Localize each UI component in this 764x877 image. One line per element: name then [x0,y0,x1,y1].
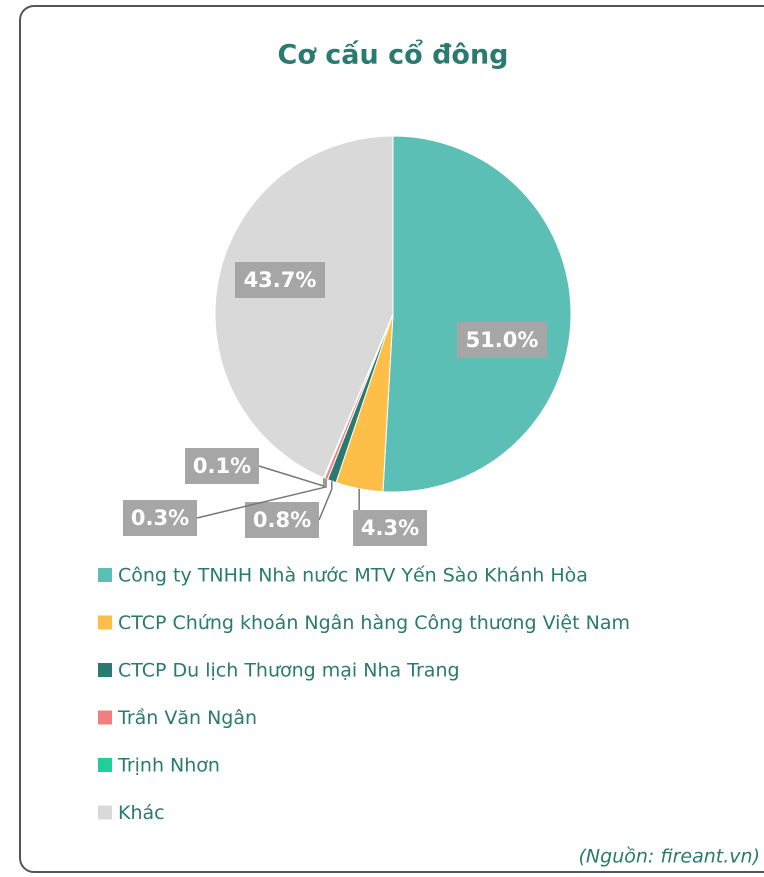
label-box [457,322,547,358]
legend-label: CTCP Du lịch Thương mại Nha Trang [118,660,460,682]
pie-slice [382,135,572,493]
label-box [245,502,319,538]
legend-label: Khác [118,802,165,824]
label-box [235,262,325,298]
pie-slice [214,135,394,479]
legend-label: CTCP Chứng khoán Ngân hàng Công thương V… [118,612,630,634]
legend-swatch [98,568,112,582]
legend-swatch [98,758,112,772]
leader-line [258,465,325,488]
leader-line [196,478,327,519]
source: (Nguồn: fireant.vn) [579,846,760,868]
label-box [123,500,197,536]
legend-label: Trần Văn Ngân [117,707,257,729]
data-label: 0.3% [131,506,189,530]
legend-swatch [98,805,112,820]
chart-title: Cơ cấu cổ đông [278,38,509,71]
data-label: 51.0% [466,328,539,352]
label-box [185,448,259,484]
legend-swatch [98,663,112,677]
data-label: 43.7% [244,268,317,292]
data-label: 0.8% [253,508,311,532]
legend-swatch [98,710,112,725]
data-label: 0.1% [193,454,251,478]
data-label: 4.3% [361,516,419,540]
label-box [353,510,427,546]
legend-label: Trịnh Nhơn [117,755,220,777]
legend-label: Công ty TNHH Nhà nước MTV Yến Sào Khánh … [118,565,588,587]
leader-line [318,481,333,521]
legend-swatch [98,615,112,630]
